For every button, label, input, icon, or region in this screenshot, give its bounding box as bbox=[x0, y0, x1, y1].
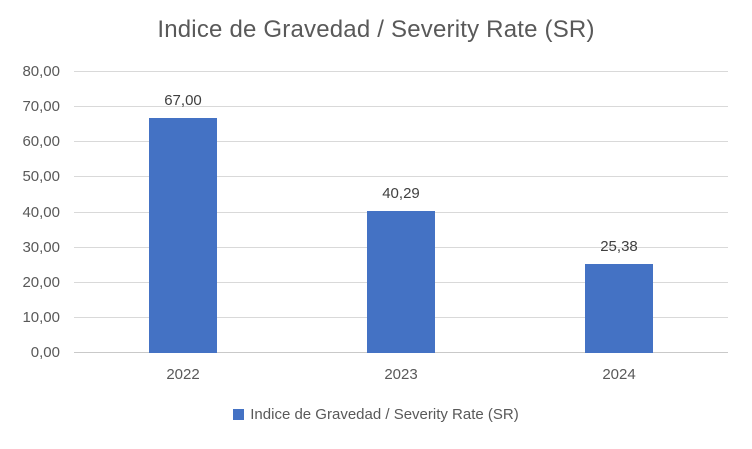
chart-legend: Indice de Gravedad / Severity Rate (SR) bbox=[0, 406, 752, 423]
bar-2023 bbox=[367, 211, 435, 353]
legend-label: Indice de Gravedad / Severity Rate (SR) bbox=[250, 406, 519, 423]
bar-2024 bbox=[585, 264, 653, 353]
y-tick-label: 0,00 bbox=[30, 344, 60, 361]
bar-value-label: 25,38 bbox=[600, 238, 638, 255]
chart-title: Indice de Gravedad / Severity Rate (SR) bbox=[157, 16, 595, 43]
y-tick-label: 80,00 bbox=[22, 63, 60, 80]
gridline bbox=[74, 106, 728, 108]
y-tick-label: 40,00 bbox=[22, 203, 60, 221]
gridline bbox=[74, 176, 728, 178]
x-category-label: 2024 bbox=[602, 366, 636, 383]
x-category-label: 2023 bbox=[384, 366, 418, 383]
gridline bbox=[74, 71, 728, 72]
y-tick-label: 60,00 bbox=[22, 133, 60, 151]
y-tick-label: 50,00 bbox=[22, 168, 60, 186]
y-tick-label: 10,00 bbox=[22, 308, 60, 326]
y-tick-label: 20,00 bbox=[22, 273, 60, 291]
bar-value-label: 67,00 bbox=[164, 92, 202, 109]
bar-2022 bbox=[149, 118, 217, 353]
bar-value-label: 40,29 bbox=[382, 185, 420, 202]
y-tick-label: 30,00 bbox=[22, 238, 60, 256]
plot-area bbox=[74, 71, 728, 353]
x-category-label: 2022 bbox=[166, 366, 200, 383]
y-tick-label: 70,00 bbox=[22, 98, 60, 116]
legend-swatch-icon bbox=[233, 409, 245, 420]
gridline bbox=[74, 141, 728, 143]
